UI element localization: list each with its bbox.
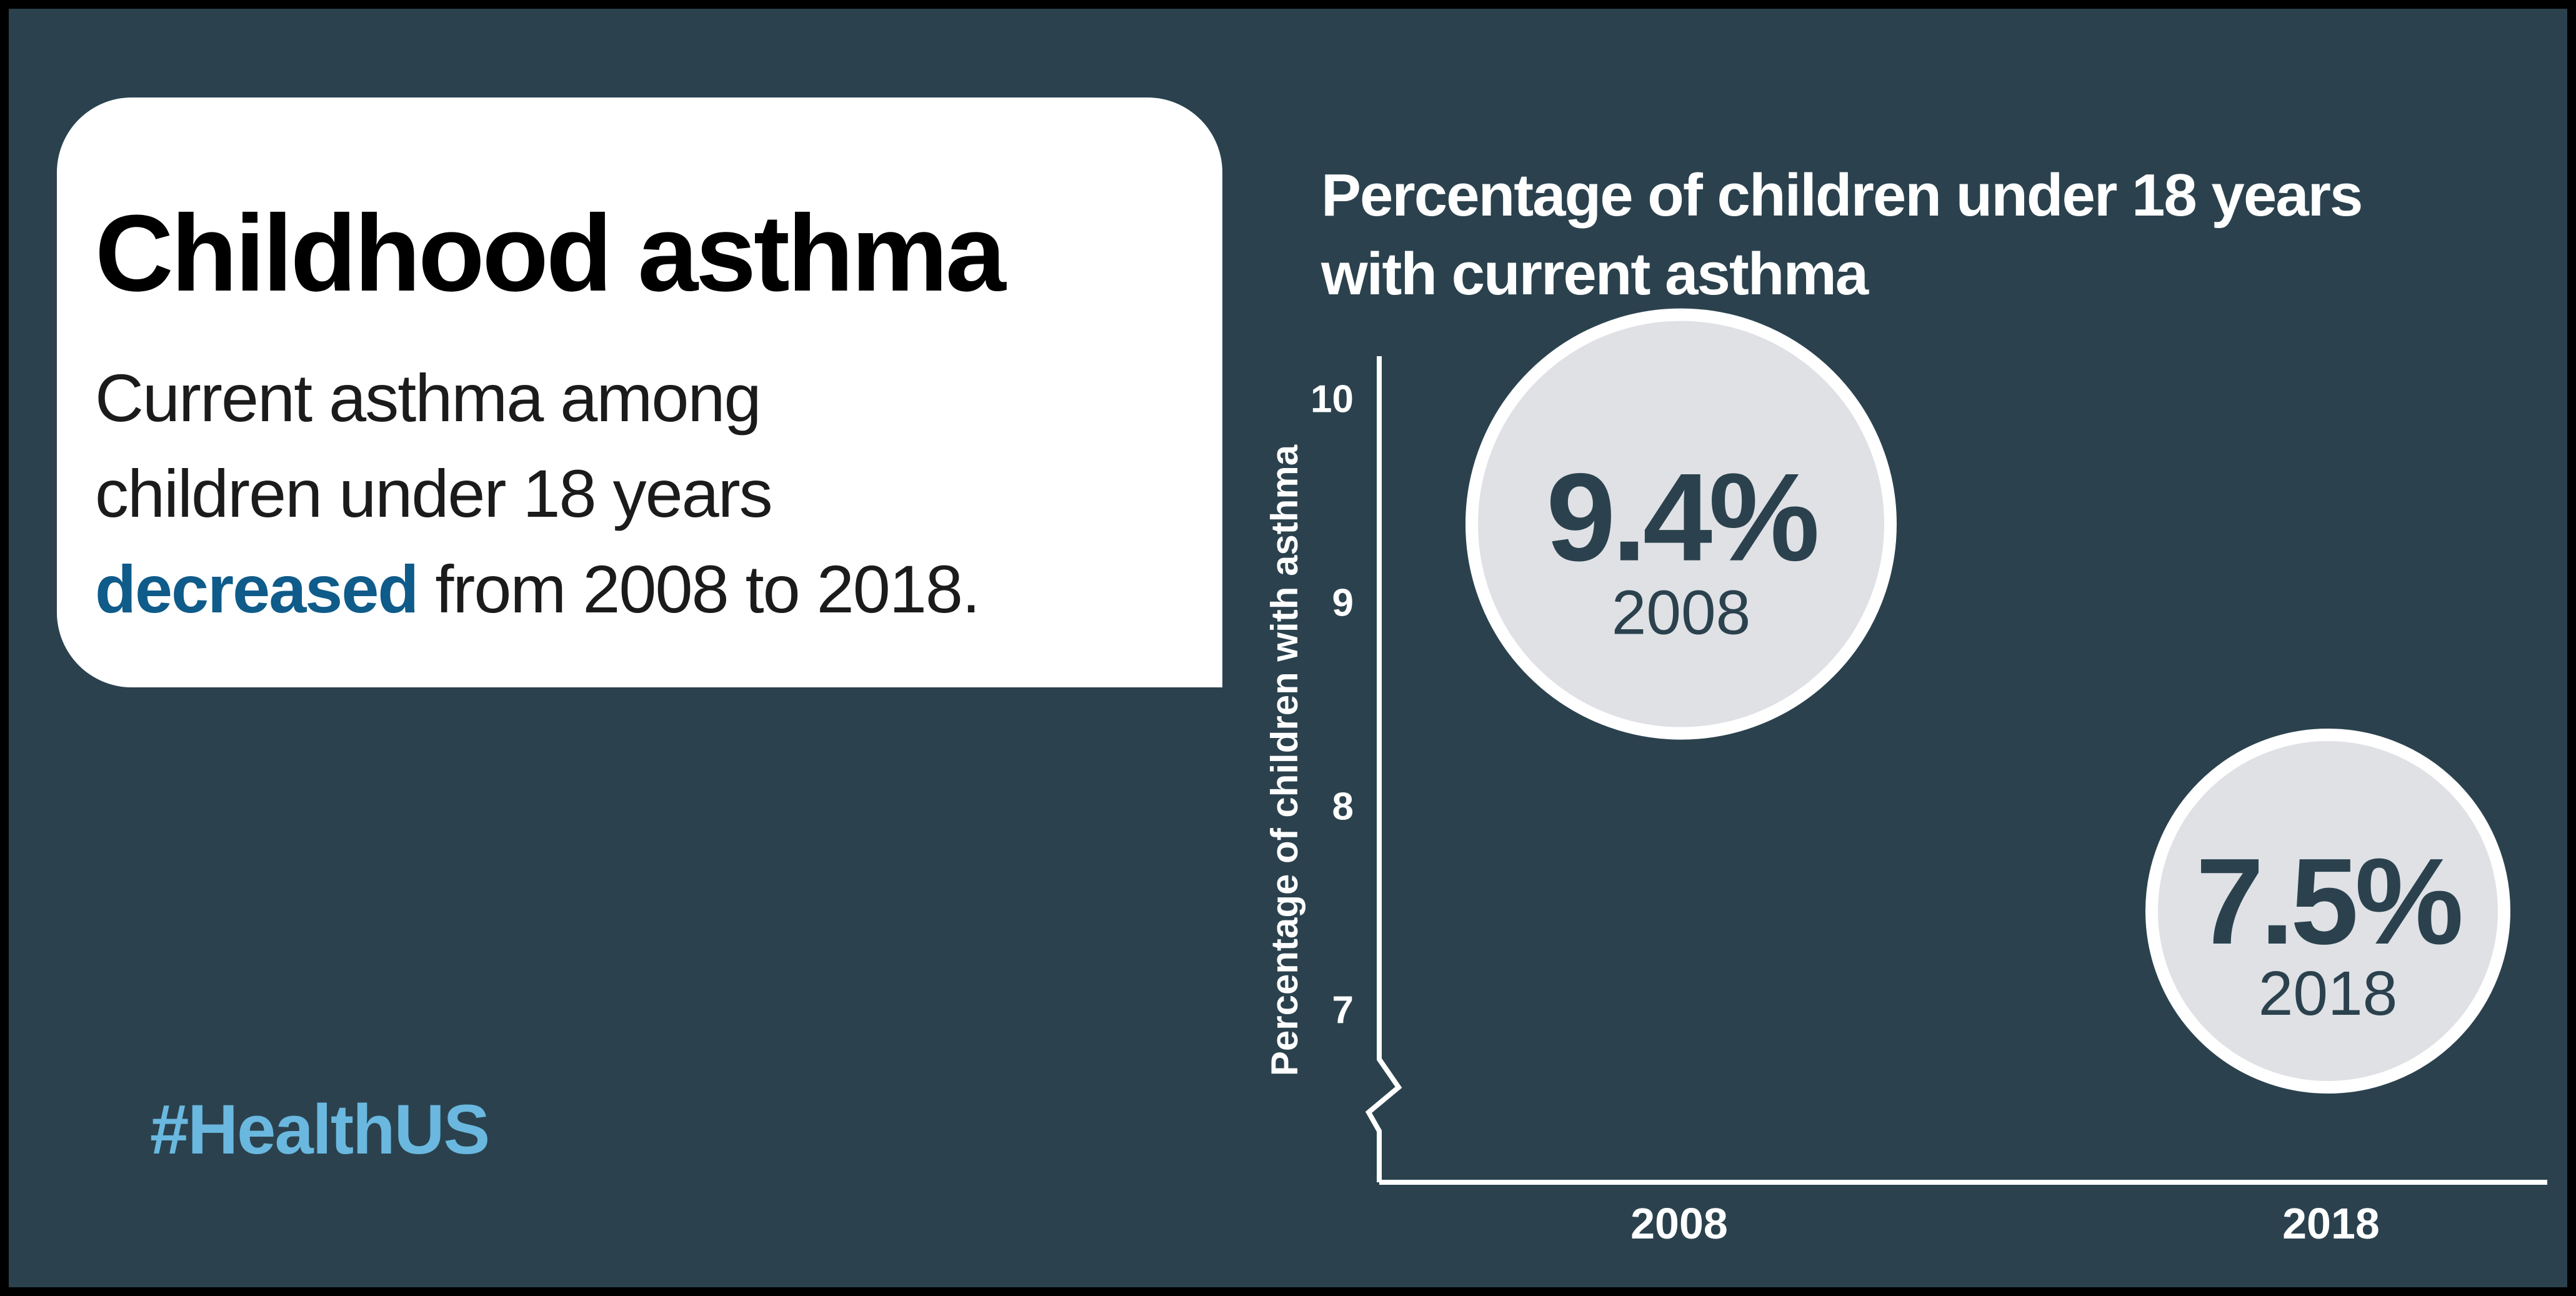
data-point-circle bbox=[2145, 729, 2510, 1094]
data-point-value: 7.5% bbox=[2196, 833, 2461, 970]
x-tick-labels: 2008 2018 bbox=[1630, 1199, 2380, 1248]
card-description-line-1: Current asthma among bbox=[95, 360, 762, 436]
y-tick-label: 7 bbox=[1332, 989, 1354, 1032]
data-bubbles: 9.4%2008 7.5%2018 bbox=[1465, 308, 2510, 1094]
chart-axes bbox=[1365, 356, 2547, 1185]
y-axis-line bbox=[1365, 356, 1402, 1182]
y-tick-label: 8 bbox=[1332, 785, 1354, 828]
y-tick-label: 9 bbox=[1332, 581, 1354, 624]
data-bubble: 7.5%2018 bbox=[2145, 729, 2510, 1094]
data-point-year: 2008 bbox=[1612, 578, 1750, 648]
hashtag: #HealthUS bbox=[150, 1090, 490, 1169]
card-description-line-2: children under 18 years bbox=[95, 456, 773, 531]
info-card bbox=[57, 97, 1222, 687]
y-tick-label: 10 bbox=[1310, 377, 1354, 421]
y-tick-labels: 7 8 9 10 bbox=[1310, 377, 1354, 1032]
data-bubble: 9.4%2008 bbox=[1465, 308, 1897, 740]
chart-title: Percentage of children under 18 years wi… bbox=[1321, 162, 2363, 307]
data-point-circle bbox=[1465, 308, 1897, 740]
card-description-line-3: from 2008 to 2018. bbox=[417, 551, 981, 627]
x-tick-label: 2018 bbox=[2282, 1199, 2380, 1248]
data-point-value: 9.4% bbox=[1546, 448, 1817, 587]
data-point-year: 2018 bbox=[2259, 959, 2397, 1029]
card-description: Current asthma among children under 18 ye… bbox=[95, 350, 1157, 637]
x-tick-label: 2008 bbox=[1630, 1199, 1728, 1248]
card-keyword-decreased: decreased bbox=[95, 551, 419, 627]
y-axis-title: Percentage of children with asthma bbox=[1264, 444, 1305, 1076]
card-title: Childhood asthma bbox=[95, 192, 1006, 314]
